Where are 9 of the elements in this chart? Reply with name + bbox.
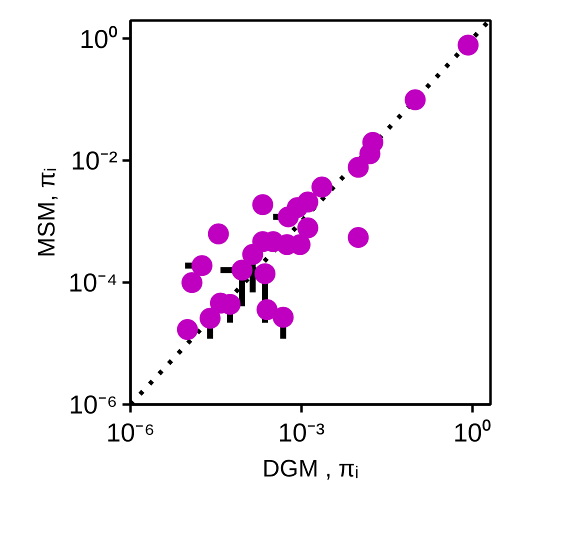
x-axis-title: DGM , πᵢ (262, 456, 359, 482)
y-axis-title: MSM, πᵢ (33, 168, 60, 258)
y-tick-label: 10⁻⁶ (68, 390, 118, 420)
x-tick-label: 10⁰ (453, 418, 492, 448)
x-tick-label: 10⁻⁶ (106, 418, 155, 448)
y-tick-label: 10⁰ (80, 24, 118, 54)
x-tick-label: 10⁻³ (278, 418, 325, 448)
y-tick-label: 10⁻² (70, 146, 118, 176)
y-tick-label: 10⁻⁴ (68, 268, 118, 298)
